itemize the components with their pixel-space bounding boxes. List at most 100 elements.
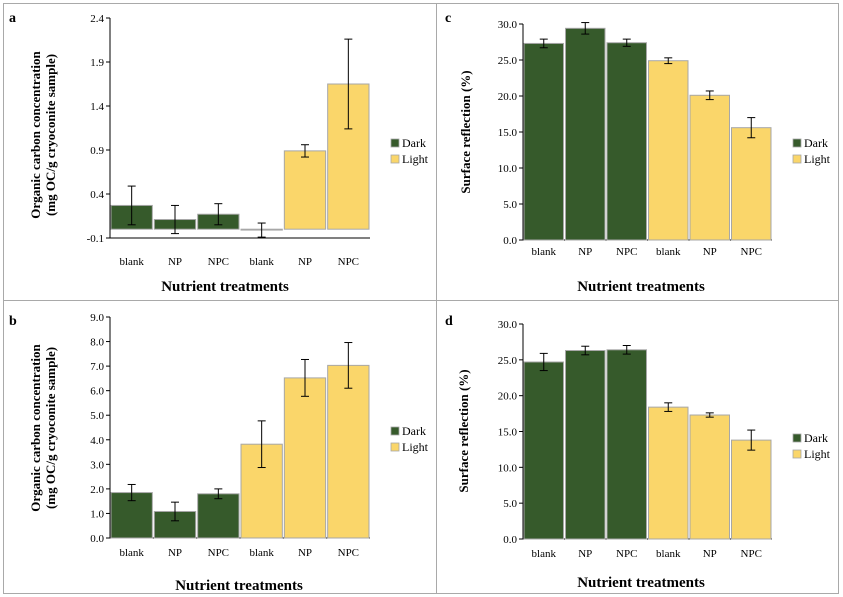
x-tick-label: NP — [703, 246, 717, 258]
bar-light-np — [689, 94, 730, 241]
bar-dark-blank — [523, 361, 564, 540]
legend-swatch-dark — [792, 138, 802, 148]
legend-swatch-dark — [390, 426, 400, 436]
x-tick-label: NPC — [338, 547, 359, 559]
y-tick-label: 30.0 — [498, 19, 518, 31]
y-tick-label: 0.4 — [90, 189, 104, 201]
bar-light-npc — [731, 127, 772, 241]
bar-light-np — [283, 377, 327, 539]
panel-label-a: a — [9, 11, 16, 26]
y-tick-label: 7.0 — [90, 361, 104, 373]
x-tick-label: NPC — [616, 548, 637, 560]
x-tick-label: NPC — [741, 548, 762, 560]
legend-swatch-dark — [792, 433, 802, 443]
x-tick-label: blank — [249, 256, 274, 268]
y-tick-label: 3.0 — [90, 459, 104, 471]
x-axis-title: Nutrient treatments — [577, 279, 705, 295]
bar-dark-np — [565, 27, 606, 241]
bar-light-npc — [327, 364, 370, 539]
chart-panel-d: 0.0 5.0 10.0 15.0 20.0 25.0 30.0 blank NP NPC blan… — [456, 319, 831, 591]
y-axis-title: (mg OC/g cryoconite sample) — [43, 347, 58, 509]
panel-label-d: d — [445, 314, 453, 329]
x-tick-label: NP — [168, 256, 182, 268]
y-axis-title: (mg OC/g cryoconite sample) — [43, 54, 58, 216]
y-tick-label: 1.9 — [90, 57, 104, 69]
y-tick-label: 5.0 — [503, 199, 517, 211]
bar-light-npc — [731, 439, 772, 540]
y-tick-label: 1.4 — [90, 101, 104, 113]
x-tick-label: NPC — [208, 547, 229, 559]
y-tick-label: 8.0 — [90, 337, 104, 349]
y-tick-label: 9.0 — [90, 312, 104, 324]
legend-label-dark: Dark — [804, 431, 828, 445]
y-tick-label: 20.0 — [498, 391, 518, 403]
y-tick-label: 25.0 — [498, 355, 518, 367]
bar-dark-npc — [197, 493, 240, 539]
bar-dark-np — [153, 510, 197, 539]
bar-light-np — [689, 414, 730, 540]
x-tick-label: blank — [656, 246, 681, 258]
y-tick-label: 0.9 — [90, 145, 104, 157]
panel-label-b: b — [9, 314, 17, 329]
x-tick-label: NPC — [208, 256, 229, 268]
chart-panel-c: 0.0 5.0 10.0 15.0 20.0 25.0 30.0 blank NP NPC blan… — [458, 19, 831, 295]
x-axis-title: Nutrient treatments — [577, 575, 705, 591]
x-tick-label: NPC — [741, 246, 762, 258]
x-tick-label: blank — [656, 548, 681, 560]
x-tick-label: blank — [532, 548, 557, 560]
bar-dark-npc — [606, 42, 647, 241]
y-tick-label: 10.0 — [498, 462, 518, 474]
y-tick-label: -0.1 — [87, 233, 104, 245]
x-tick-label: blank — [532, 246, 557, 258]
legend-label-dark: Dark — [402, 136, 426, 150]
chart-panel-a: -0.1 0.4 0.9 1.4 1.9 2.4 blank NP NPC blank NP NPC N… — [28, 13, 429, 295]
y-tick-label: 6.0 — [90, 386, 104, 398]
bar-light-blank — [648, 60, 689, 241]
x-tick-label: blank — [119, 547, 144, 559]
legend-swatch-light — [792, 154, 802, 164]
bar-dark-np — [565, 350, 606, 540]
panel-frame-d — [436, 300, 839, 594]
legend-label-dark: Dark — [402, 424, 426, 438]
y-tick-label: 30.0 — [498, 319, 518, 331]
y-tick-label: 2.0 — [90, 484, 104, 496]
y-tick-label: 15.0 — [498, 127, 518, 139]
y-tick-label: 20.0 — [498, 91, 518, 103]
x-tick-label: NP — [578, 548, 592, 560]
x-tick-label: NP — [703, 548, 717, 560]
y-tick-label: 10.0 — [498, 163, 518, 175]
y-tick-label: 4.0 — [90, 435, 104, 447]
bar-dark-npc — [606, 349, 647, 540]
x-tick-label: blank — [119, 256, 144, 268]
y-tick-label: 25.0 — [498, 55, 518, 67]
x-tick-label: NP — [578, 246, 592, 258]
legend-swatch-light — [390, 154, 400, 164]
legend-label-light: Light — [402, 440, 429, 454]
legend-label-light: Light — [402, 152, 429, 166]
y-tick-label: 15.0 — [498, 427, 518, 439]
x-tick-label: NPC — [616, 246, 637, 258]
x-tick-label: NP — [168, 547, 182, 559]
legend-swatch-dark — [390, 138, 400, 148]
x-tick-label: blank — [249, 547, 274, 559]
legend-swatch-light — [792, 449, 802, 459]
y-tick-label: 1.0 — [90, 508, 104, 520]
x-tick-label: NP — [298, 256, 312, 268]
x-tick-label: NPC — [338, 256, 359, 268]
y-tick-label: 0.0 — [503, 534, 517, 546]
bar-light-np — [283, 150, 327, 230]
y-axis-title: Surface reflection (%) — [456, 369, 471, 492]
legend-label-light: Light — [804, 152, 831, 166]
y-axis-title: Organic carbon concentration — [28, 50, 43, 218]
y-axis-title: Surface reflection (%) — [458, 70, 473, 193]
y-axis-title: Organic carbon concentration — [28, 343, 43, 511]
y-tick-label: 5.0 — [503, 498, 517, 510]
x-tick-label: NP — [298, 547, 312, 559]
legend-label-light: Light — [804, 447, 831, 461]
y-tick-label: 0.0 — [503, 235, 517, 247]
chart-panel-b: 0.0 1.0 2.0 3.0 4.0 5.0 6.0 7.0 8.0 9.0 blank NP NPC… — [28, 312, 429, 594]
bar-light-blank — [648, 406, 689, 540]
y-tick-label: 5.0 — [90, 410, 104, 422]
x-axis-title: Nutrient treatments — [175, 578, 303, 594]
